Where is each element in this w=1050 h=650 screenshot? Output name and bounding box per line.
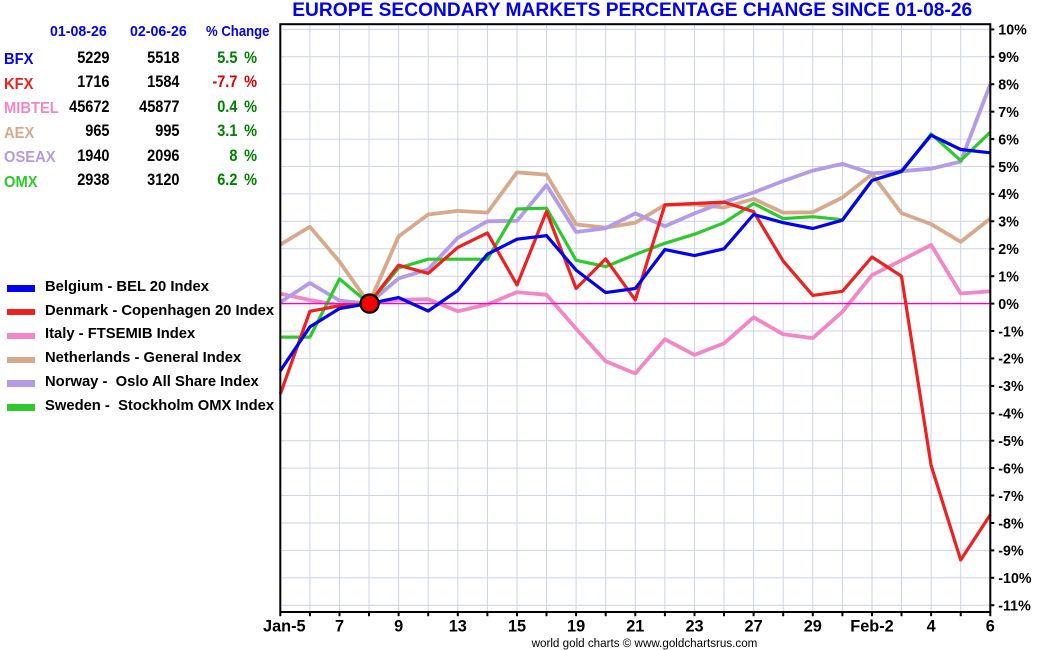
svg-text:4%: 4% <box>998 187 1019 203</box>
svg-text:13: 13 <box>449 618 467 636</box>
svg-text:29: 29 <box>804 618 822 636</box>
svg-text:-8%: -8% <box>998 516 1023 532</box>
svg-text:6%: 6% <box>998 132 1019 148</box>
svg-text:-3%: -3% <box>998 379 1023 395</box>
svg-text:Feb-2: Feb-2 <box>850 618 893 636</box>
svg-text:10%: 10% <box>998 22 1026 38</box>
svg-text:-9%: -9% <box>998 543 1023 559</box>
svg-text:8%: 8% <box>998 77 1019 93</box>
svg-text:-7%: -7% <box>998 488 1023 504</box>
svg-text:21: 21 <box>626 618 644 636</box>
svg-text:-6%: -6% <box>998 461 1023 477</box>
svg-text:-2%: -2% <box>998 351 1023 367</box>
svg-text:3%: 3% <box>998 214 1019 230</box>
svg-text:4: 4 <box>927 618 936 636</box>
svg-text:9%: 9% <box>998 50 1019 66</box>
svg-text:15: 15 <box>508 618 526 636</box>
svg-text:world gold charts © www.goldch: world gold charts © www.goldchartsrus.co… <box>531 636 758 650</box>
svg-text:1%: 1% <box>998 269 1019 285</box>
svg-text:9: 9 <box>394 618 403 636</box>
svg-text:-1%: -1% <box>998 324 1023 340</box>
svg-text:6: 6 <box>986 618 995 636</box>
svg-text:27: 27 <box>745 618 763 636</box>
svg-text:0%: 0% <box>998 297 1019 313</box>
svg-text:5%: 5% <box>998 159 1019 175</box>
svg-text:-5%: -5% <box>998 434 1023 450</box>
svg-text:-4%: -4% <box>998 406 1023 422</box>
svg-text:Jan-5: Jan-5 <box>263 618 306 636</box>
svg-text:2%: 2% <box>998 242 1019 258</box>
svg-text:23: 23 <box>685 618 703 636</box>
svg-text:-10%: -10% <box>998 571 1031 587</box>
svg-text:7: 7 <box>335 618 344 636</box>
svg-text:19: 19 <box>567 618 585 636</box>
svg-text:-11%: -11% <box>998 598 1030 614</box>
svg-text:7%: 7% <box>998 105 1019 121</box>
